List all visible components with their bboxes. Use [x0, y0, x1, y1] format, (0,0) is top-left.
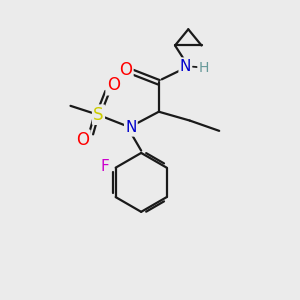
Text: O: O — [76, 131, 89, 149]
Text: S: S — [93, 106, 104, 124]
Text: N: N — [180, 58, 191, 74]
Text: O: O — [107, 76, 120, 94]
Text: N: N — [125, 120, 136, 135]
Text: H: H — [198, 61, 209, 75]
Text: O: O — [119, 61, 132, 80]
Text: F: F — [101, 159, 110, 174]
